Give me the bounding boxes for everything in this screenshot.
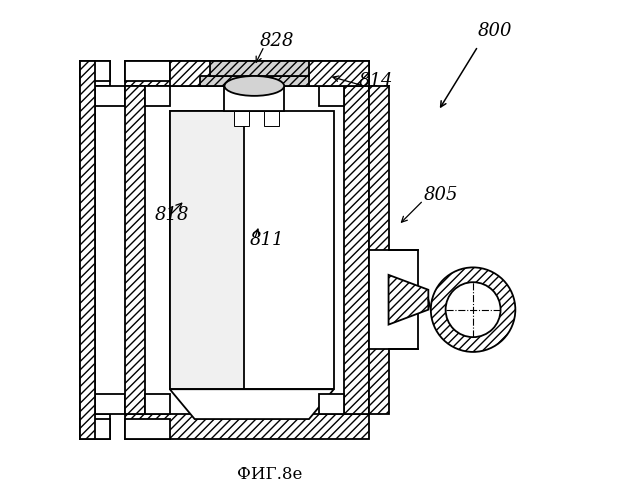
Polygon shape <box>80 419 110 439</box>
Polygon shape <box>95 86 125 106</box>
Polygon shape <box>145 86 170 106</box>
Polygon shape <box>210 61 309 76</box>
Polygon shape <box>125 414 369 439</box>
Polygon shape <box>170 389 334 419</box>
Polygon shape <box>200 76 309 86</box>
Text: 811: 811 <box>249 231 284 249</box>
Polygon shape <box>170 111 334 389</box>
Polygon shape <box>369 250 418 350</box>
Polygon shape <box>369 86 389 414</box>
Text: 818: 818 <box>155 206 189 224</box>
Circle shape <box>431 268 515 352</box>
Polygon shape <box>125 86 145 414</box>
Polygon shape <box>95 394 125 414</box>
Polygon shape <box>145 394 170 414</box>
Polygon shape <box>319 394 344 414</box>
Polygon shape <box>80 61 95 439</box>
Polygon shape <box>265 111 279 126</box>
Text: 814: 814 <box>358 72 393 90</box>
Polygon shape <box>224 86 284 111</box>
Text: 800: 800 <box>478 22 512 40</box>
Polygon shape <box>125 419 170 439</box>
Text: 828: 828 <box>260 32 294 50</box>
Polygon shape <box>234 111 249 126</box>
Polygon shape <box>344 86 369 414</box>
Polygon shape <box>125 61 369 86</box>
Polygon shape <box>125 61 170 81</box>
Ellipse shape <box>224 76 284 96</box>
Text: 805: 805 <box>423 186 458 204</box>
Polygon shape <box>170 111 244 389</box>
Polygon shape <box>389 275 428 324</box>
Polygon shape <box>319 86 344 106</box>
Circle shape <box>446 282 501 337</box>
Text: ФИГ.8e: ФИГ.8e <box>237 466 302 482</box>
Polygon shape <box>170 61 369 86</box>
Polygon shape <box>80 61 110 439</box>
Polygon shape <box>80 61 110 81</box>
